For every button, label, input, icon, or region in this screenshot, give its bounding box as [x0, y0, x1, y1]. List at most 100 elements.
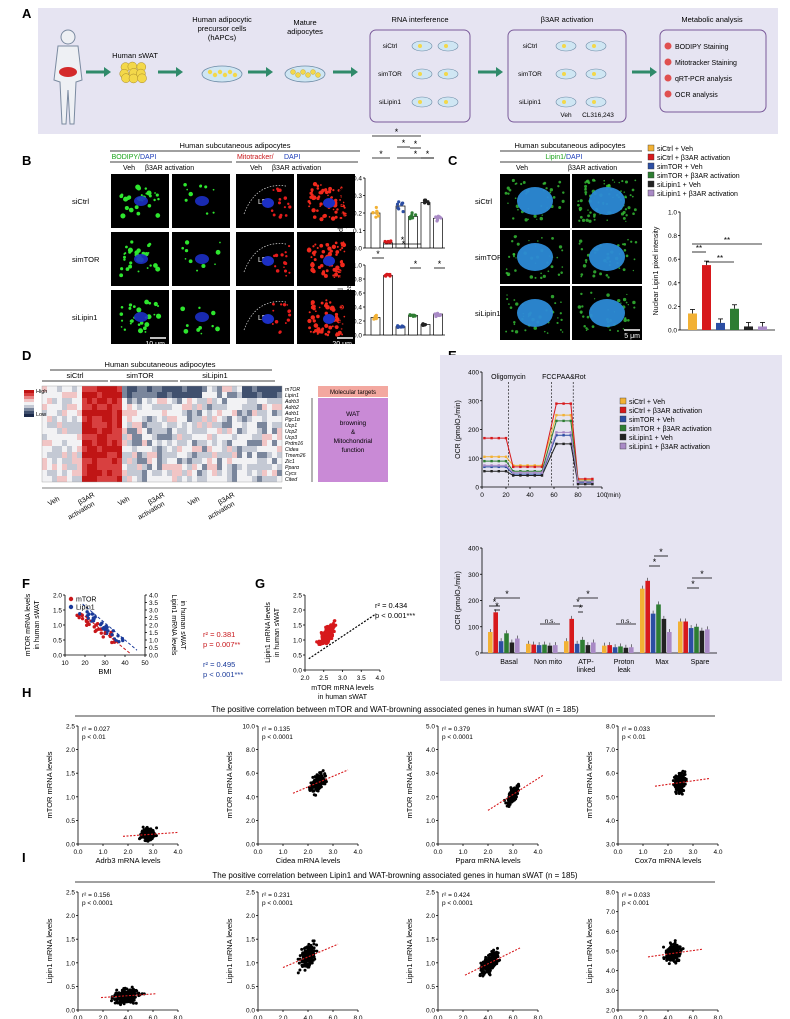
b-mito-dot — [334, 272, 339, 277]
e-ocr-point — [504, 459, 508, 463]
d-heat-cell — [112, 446, 117, 452]
c-sig-star: ** — [717, 254, 723, 263]
d-heat-cell — [227, 398, 232, 404]
c-lipin-dot — [507, 192, 510, 195]
b-lipid-dot — [136, 186, 142, 191]
e-ocr-point — [533, 474, 536, 477]
e-ocr-point — [512, 465, 515, 469]
d-heat-cell — [252, 452, 257, 458]
f-xtick-label: 30 — [101, 660, 109, 667]
b-mito-dot — [284, 322, 287, 325]
d-gene-label: Cited — [285, 477, 298, 483]
h-tick-label: 3.0 — [426, 771, 435, 778]
d-heat-cell — [72, 422, 77, 428]
b-lipid-dot — [119, 194, 124, 199]
e-ocr-point — [497, 464, 500, 467]
c-tick-label: 0.2 — [668, 304, 677, 311]
e-ocr-point — [483, 436, 486, 440]
i-point — [307, 962, 311, 966]
d-heat-cell — [267, 476, 272, 482]
d-heat-cell — [107, 446, 112, 452]
d-heat-cell — [107, 458, 112, 464]
b-mito-dot — [309, 330, 312, 333]
b-lipid-dot — [138, 308, 141, 311]
d-heat-cell — [57, 410, 62, 416]
d-heat-cell — [122, 410, 127, 416]
d-heat-cell — [77, 422, 82, 428]
d-heat-cell — [197, 476, 202, 482]
c-row-label: siLipin1 — [475, 309, 500, 318]
d-heat-cell — [57, 422, 62, 428]
d-heat-cell — [147, 392, 152, 398]
b-mito-dot — [324, 188, 328, 192]
d-heat-cell — [82, 422, 87, 428]
f-mtor-point — [86, 620, 90, 624]
h-tick-label: 1.0 — [66, 794, 75, 801]
d-heat-cell — [267, 392, 272, 398]
e-bar — [531, 644, 536, 653]
c-legend-label: siLipin1 + Veh — [657, 182, 701, 189]
h-point — [141, 825, 145, 829]
d-heat-cell — [127, 386, 132, 392]
f-tick-label: 0.0 — [53, 653, 62, 660]
d-heat-cell — [267, 446, 272, 452]
d-heat-cell — [147, 446, 152, 452]
c-lipin-dot — [625, 220, 627, 222]
d-heat-cell — [207, 416, 212, 422]
b-nucleus — [134, 254, 148, 264]
g-ylabel: Lipin1 mRNA levels — [265, 602, 272, 663]
d-heat-cell — [267, 404, 272, 410]
dish-cell — [444, 44, 448, 48]
c-lipin-dot — [558, 245, 563, 249]
b-lipid-dot — [184, 198, 188, 202]
d-heat-cell — [187, 410, 192, 416]
d-heat-cell — [177, 434, 182, 440]
e-ocr-point — [519, 465, 522, 469]
d-heat-cell — [42, 416, 47, 422]
h-xtick-label: 2.0 — [663, 849, 672, 856]
e-ocr-point — [562, 402, 565, 405]
b-mito-dot — [285, 274, 288, 277]
d-heat-cell — [257, 410, 262, 416]
d-heat-cell — [277, 386, 282, 392]
d-heat-cell — [202, 446, 207, 452]
d-heat-cell — [237, 446, 242, 452]
d-heat-cell — [247, 428, 252, 434]
e-bar — [488, 632, 493, 653]
d-heat-cell — [72, 452, 77, 458]
c-lipin-dot — [547, 270, 550, 273]
d-heat-cell — [132, 434, 137, 440]
b-nucleus — [323, 314, 335, 324]
d-heat-cell — [152, 440, 157, 446]
dish-cell — [222, 72, 228, 78]
c-lipin-dot — [533, 326, 538, 330]
d-heat-cell — [87, 392, 92, 398]
d-heat-cell — [257, 464, 262, 470]
e-ocr-point — [533, 471, 536, 474]
d-heat-cell — [267, 416, 272, 422]
d-heat-cell — [157, 434, 162, 440]
c-lipin-dot — [513, 321, 516, 324]
d-heat-cell — [242, 470, 247, 476]
d-heat-cell — [157, 416, 162, 422]
d-heat-cell — [112, 416, 117, 422]
b-lipid-dot — [149, 264, 152, 267]
c-lipin-dot — [622, 216, 626, 220]
d-heat-cell — [102, 422, 107, 428]
c-lipin-dot — [631, 195, 634, 198]
h-point — [678, 777, 682, 781]
d-heat-cell — [97, 416, 102, 422]
d-heat-cell — [67, 464, 72, 470]
d-heat-cell — [217, 416, 222, 422]
c-lipin-dot — [557, 317, 559, 319]
d-heat-cell — [102, 464, 107, 470]
b-mito-chart-dot — [434, 312, 438, 316]
d-heat-cell — [102, 410, 107, 416]
i-tick-label: 0.5 — [66, 984, 75, 991]
d-heat-cell — [257, 398, 262, 404]
d-heat-cell — [247, 446, 252, 452]
d-heat-cell — [182, 428, 187, 434]
b-lipid-chart-bar — [420, 202, 431, 249]
h-tick-label: 8.0 — [606, 724, 615, 731]
i-point — [668, 955, 672, 959]
